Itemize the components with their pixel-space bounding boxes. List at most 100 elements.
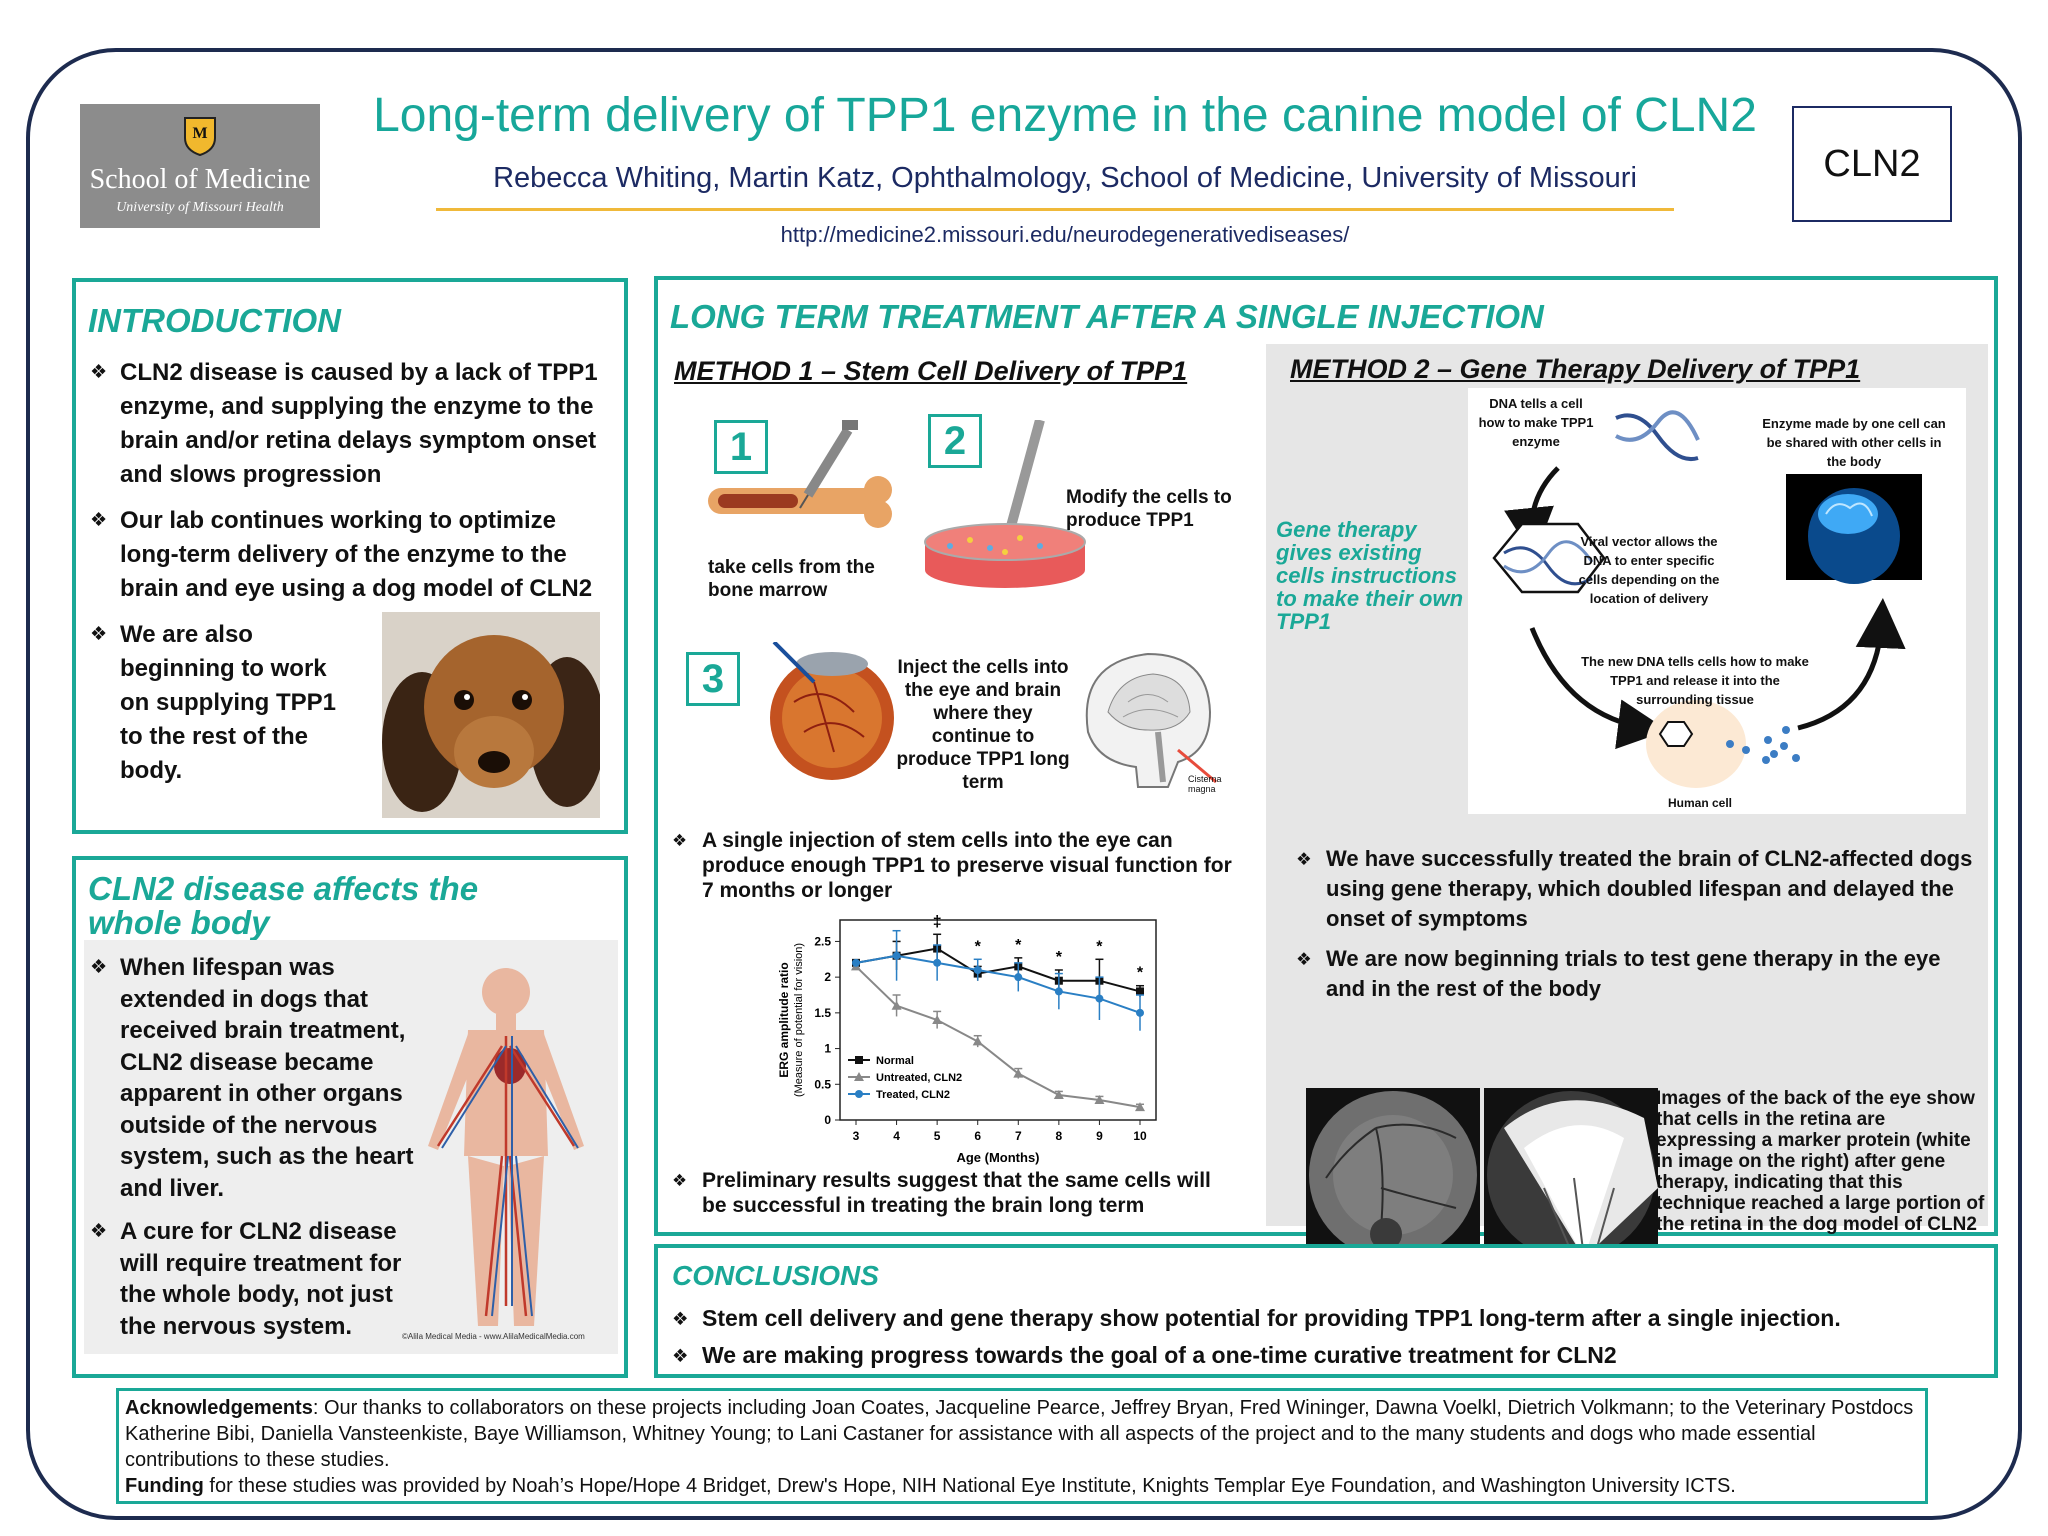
x-tick-label: 6 [974,1129,981,1143]
disease-tag: CLN2 [1792,106,1952,222]
poster-url[interactable]: http://medicine2.missouri.edu/neurodegen… [780,222,1350,247]
method1-bullet-1: A single injection of stem cells into th… [672,828,1232,903]
whole-body-panel: CLN2 disease affects the whole body When… [72,856,628,1378]
significance-marker: * [1015,937,1022,954]
fundus-caption: Images of the back of the eye show that … [1656,1088,1985,1235]
series-line [855,954,1141,1014]
whole-body-bullets: When lifespan was extended in dogs that … [90,952,430,1354]
data-point [852,958,860,967]
anatomy-illustration [428,968,584,1326]
significance-marker: ‡ [933,913,942,930]
y-axis-label: ERG amplitude ratio [777,962,791,1077]
x-tick-label: 10 [1133,1129,1147,1143]
bullet: We are also beginning to work on supplyi… [90,618,350,788]
eye-illustration [770,642,894,780]
ack-label: Acknowledgements [125,1397,313,1419]
legend-marker [855,1090,863,1098]
step-1-caption: take cells from the bone marrow [708,557,875,601]
legend-label: Normal [876,1055,914,1067]
data-point [1013,1068,1024,1078]
y-tick-label: 2.5 [814,934,831,948]
logo-subtitle: University of Missouri Health [116,200,284,215]
x-tick-label: 8 [1056,1129,1063,1143]
gene-therapy-diagram: DNA tells a cell how to make TPP1 enzyme… [1468,388,1966,814]
step-2-caption: Modify the cells to produce TPP1 [1066,487,1232,531]
method2-bullets: We have successfully treated the brain o… [1296,844,1976,1014]
brain-sagittal-illustration [1085,652,1217,788]
svg-text:M: M [192,125,207,142]
data-point [1014,973,1023,982]
erg-line-chart: 0 0.5 1 1.5 2 2.5 3 4 5 6 7 8 9 10 Age (Months) ERG amp… [777,913,1157,1165]
bullet: A single injection of stem cells into th… [672,828,1232,903]
label-enzyme: Enzyme made by one cell can be shared wi… [1762,416,1946,469]
section-heading: CONCLUSIONS [672,1260,879,1291]
data-point [973,966,982,974]
series-line [855,965,1141,1109]
funding-text: for these studies was provided by Noah’s… [203,1475,1736,1497]
step-3-caption: Inject the cells into the eye and brain … [896,657,1070,793]
method2-panel: METHOD 2 – Gene Therapy Delivery of TPP1… [1266,344,1988,1262]
data-point [932,1015,943,1024]
conclusions-bullets: Stem cell delivery and gene therapy show… [672,1300,1992,1374]
y-axis-sublabel: (Measure of potential for vision) [793,943,805,1097]
petri-dish-illustration [924,420,1086,588]
bullet: Stem cell delivery and gene therapy show… [672,1300,1992,1337]
y-tick-label: 2 [824,970,831,984]
step-1-number: 1 [714,420,768,474]
x-tick-label: 9 [1096,1129,1103,1143]
bullet: Preliminary results suggest that the sam… [672,1168,1232,1218]
significance-marker: * [1056,949,1063,966]
mizzou-shield-icon: M [184,117,216,156]
y-tick-label: 1 [824,1042,831,1056]
ack-text: : Our thanks to collaborators on these p… [125,1397,1914,1471]
bullet: CLN2 disease is caused by a lack of TPP1… [90,356,620,492]
data-point [1054,987,1063,996]
school-logo: M School of Medicine University of Misso… [80,104,320,228]
fundus-image-marker [1484,1088,1658,1262]
image-credit: ©Alila Medical Media - www.AlilaMedicalM… [402,1332,585,1341]
poster-authors: Rebecca Whiting, Martin Katz, Ophthalmol… [493,162,1637,194]
dachshund-photo [382,612,600,818]
significance-marker: * [1137,965,1144,982]
data-point [892,951,901,960]
method1-title: METHOD 1 – Stem Cell Delivery of TPP1 [674,356,1188,386]
cisterna-label: Cisterna magna [1188,774,1222,794]
gene-therapy-summary: Gene therapy gives existing cells instru… [1276,517,1464,634]
bullet: We are making progress towards the goal … [672,1337,1992,1374]
bullet: A cure for CLN2 disease will require tre… [90,1216,430,1342]
y-tick-label: 0.5 [814,1077,831,1091]
significance-marker: * [1096,938,1103,955]
logo-name: School of Medicine [89,164,311,195]
intro-bullets: CLN2 disease is caused by a lack of TPP1… [90,356,620,800]
legend-label: Untreated, CLN2 [876,1072,962,1084]
data-point [1135,1102,1145,1112]
x-tick-label: 5 [934,1129,941,1143]
data-point [1095,994,1104,1003]
x-tick-label: 4 [893,1129,900,1143]
funding-label: Funding [125,1475,204,1497]
method1-bullet-2: Preliminary results suggest that the sam… [672,1168,1232,1218]
method2-title: METHOD 2 – Gene Therapy Delivery of TPP1 [1290,354,1861,384]
data-point [1053,1090,1064,1099]
bone-syringe-illustration [708,420,892,528]
label-human-cell: Human cell [1667,796,1733,810]
poster-title: Long-term delivery of TPP1 enzyme in the… [373,89,1757,142]
series-line [855,947,1141,993]
x-tick-label: 3 [853,1129,860,1143]
y-tick-label: 0 [824,1113,831,1127]
conclusions-panel: CONCLUSIONS Stem cell delivery and gene … [654,1244,1998,1378]
step-2-number: 2 [928,414,982,468]
legend-label: Treated, CLN2 [876,1089,950,1101]
section-heading: LONG TERM TREATMENT AFTER A SINGLE INJEC… [670,298,1544,335]
poster-frame [26,48,2022,1520]
bullet: When lifespan was extended in dogs that … [90,952,430,1204]
data-point [891,1000,902,1010]
long-term-panel: LONG TERM TREATMENT AFTER A SINGLE INJEC… [654,276,1998,1262]
data-point [972,1036,983,1046]
introduction-panel: INTRODUCTION CLN2 disease is caused by a… [72,278,628,834]
bullet: We are now beginning trials to test gene… [1296,944,1976,1004]
x-tick-label: 7 [1015,1129,1022,1143]
label-viral-vector: Viral vector allows the DNA to enter spe… [1578,534,1720,606]
bullet: We have successfully treated the brain o… [1296,844,1976,934]
data-point [933,958,942,967]
